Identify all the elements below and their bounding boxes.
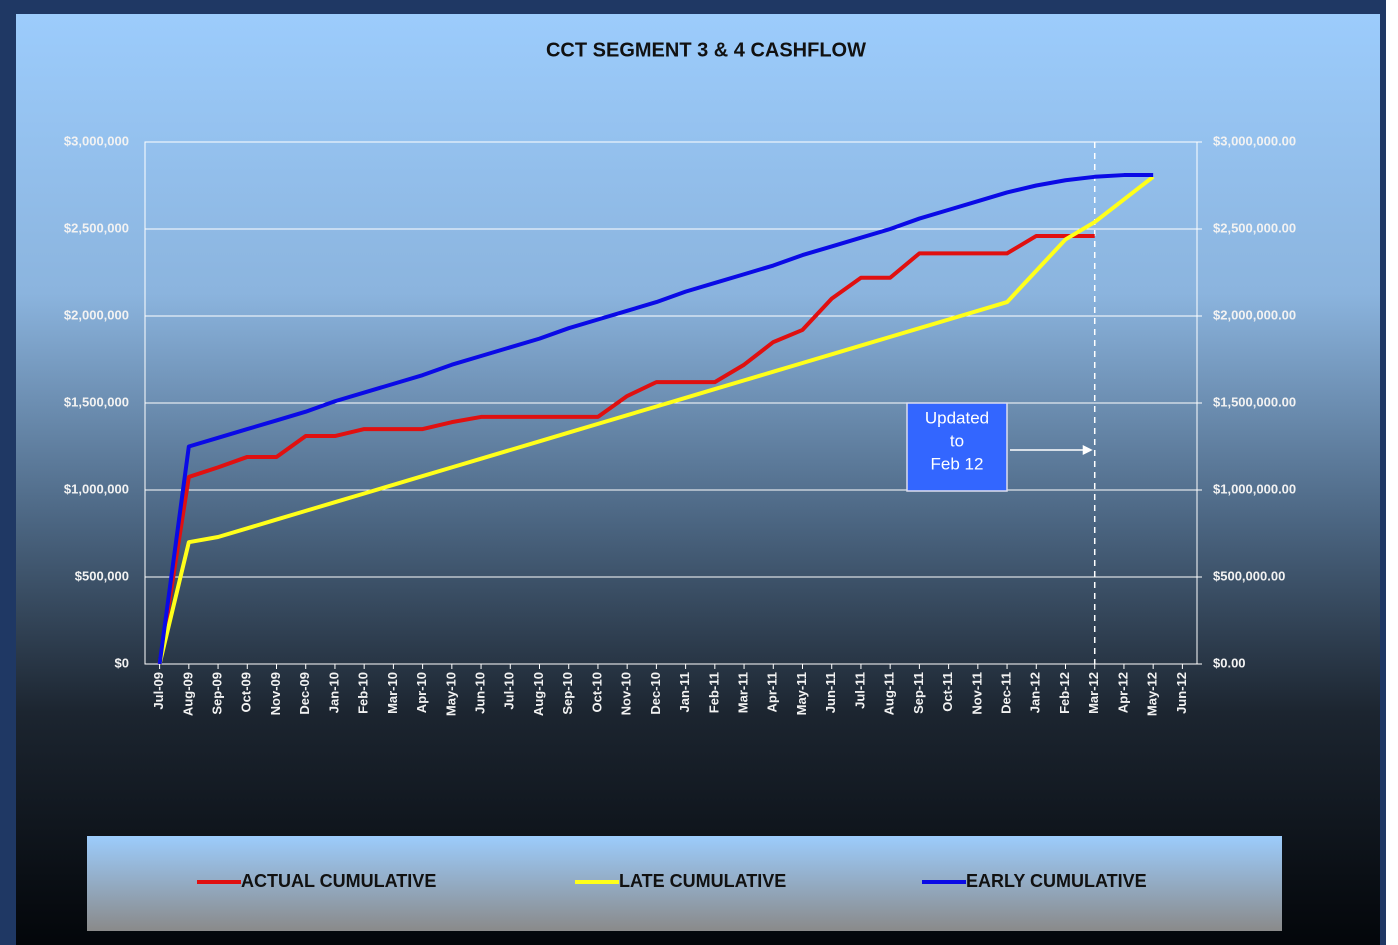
y2-tick-label: $3,000,000.00 (1213, 133, 1296, 148)
x-tick-label: Mar-10 (385, 672, 400, 714)
series-line (157, 173, 1154, 665)
x-tick-label: Sep-10 (560, 672, 575, 715)
x-tick-label: Aug-11 (882, 672, 897, 715)
y-tick-label: $500,000 (75, 568, 129, 583)
y2-tick-label: $0.00 (1213, 655, 1246, 670)
x-tick-label: Jan-11 (677, 672, 692, 712)
x-tick-label: Jul-11 (852, 672, 867, 709)
x-tick-label: Dec-10 (648, 672, 663, 715)
legend-box (87, 836, 1282, 931)
x-tick-label: Jun-10 (472, 672, 487, 714)
x-tick-label: Dec-11 (998, 672, 1013, 714)
x-tick-label: Mar-11 (735, 672, 750, 713)
legend-label: LATE CUMULATIVE (619, 871, 786, 891)
annotation-text: Feb 12 (931, 454, 984, 473)
x-tick-label: Oct-11 (940, 672, 955, 712)
y-tick-label: $1,000,000 (64, 481, 129, 496)
x-tick-label: Jan-10 (326, 672, 341, 713)
annotation-box (906, 402, 1008, 492)
y2-tick-label: $2,000,000.00 (1213, 307, 1296, 322)
y-tick-label: $2,000,000 (64, 307, 129, 322)
x-tick-label: Apr-12 (1115, 672, 1130, 713)
x-tick-label: Aug-09 (180, 672, 195, 716)
x-tick-label: Aug-10 (531, 672, 546, 716)
x-tick-label: Jun-12 (1174, 672, 1189, 714)
x-tick-label: May-12 (1145, 672, 1160, 716)
y-tick-label: $3,000,000 (64, 133, 129, 148)
legend-label: ACTUAL CUMULATIVE (241, 871, 436, 891)
y-tick-label: $0 (115, 655, 129, 670)
annotation-text: to (950, 431, 964, 450)
x-tick-label: Sep-09 (209, 672, 224, 715)
x-tick-label: Feb-11 (706, 672, 721, 713)
x-tick-label: Nov-09 (268, 672, 283, 715)
y2-tick-label: $1,000,000.00 (1213, 481, 1296, 496)
x-tick-label: Apr-11 (765, 672, 780, 712)
x-tick-label: Jul-10 (502, 672, 517, 710)
x-tick-label: Oct-09 (239, 672, 254, 712)
y2-tick-label: $2,500,000.00 (1213, 220, 1296, 235)
y-tick-label: $1,500,000 (64, 394, 129, 409)
series-line (157, 233, 1095, 665)
x-tick-label: Feb-10 (356, 672, 371, 714)
y-tick-label: $2,500,000 (64, 220, 129, 235)
x-tick-label: Nov-10 (619, 672, 634, 715)
x-tick-label: Oct-10 (589, 672, 604, 712)
y2-tick-label: $1,500,000.00 (1213, 394, 1296, 409)
x-tick-label: Dec-09 (297, 672, 312, 715)
chart-title: CCT SEGMENT 3 & 4 CASHFLOW (546, 39, 866, 61)
background (16, 14, 1380, 945)
x-tick-label: Jul-09 (151, 672, 166, 710)
x-tick-label: Apr-10 (414, 672, 429, 713)
x-tick-label: Feb-12 (1057, 672, 1072, 714)
annotation-text: Updated (925, 408, 989, 427)
y2-tick-label: $500,000.00 (1213, 568, 1285, 583)
x-tick-label: May-11 (794, 672, 809, 715)
x-tick-label: Jun-11 (823, 672, 838, 713)
x-tick-label: May-10 (443, 672, 458, 716)
x-tick-label: Sep-11 (911, 672, 926, 714)
x-tick-label: Mar-12 (1086, 672, 1101, 714)
series-line (157, 175, 1155, 665)
legend-label: EARLY CUMULATIVE (966, 871, 1147, 891)
x-tick-label: Nov-11 (969, 672, 984, 715)
x-tick-label: Jan-12 (1028, 672, 1043, 713)
annotation-arrowhead (1082, 445, 1093, 455)
